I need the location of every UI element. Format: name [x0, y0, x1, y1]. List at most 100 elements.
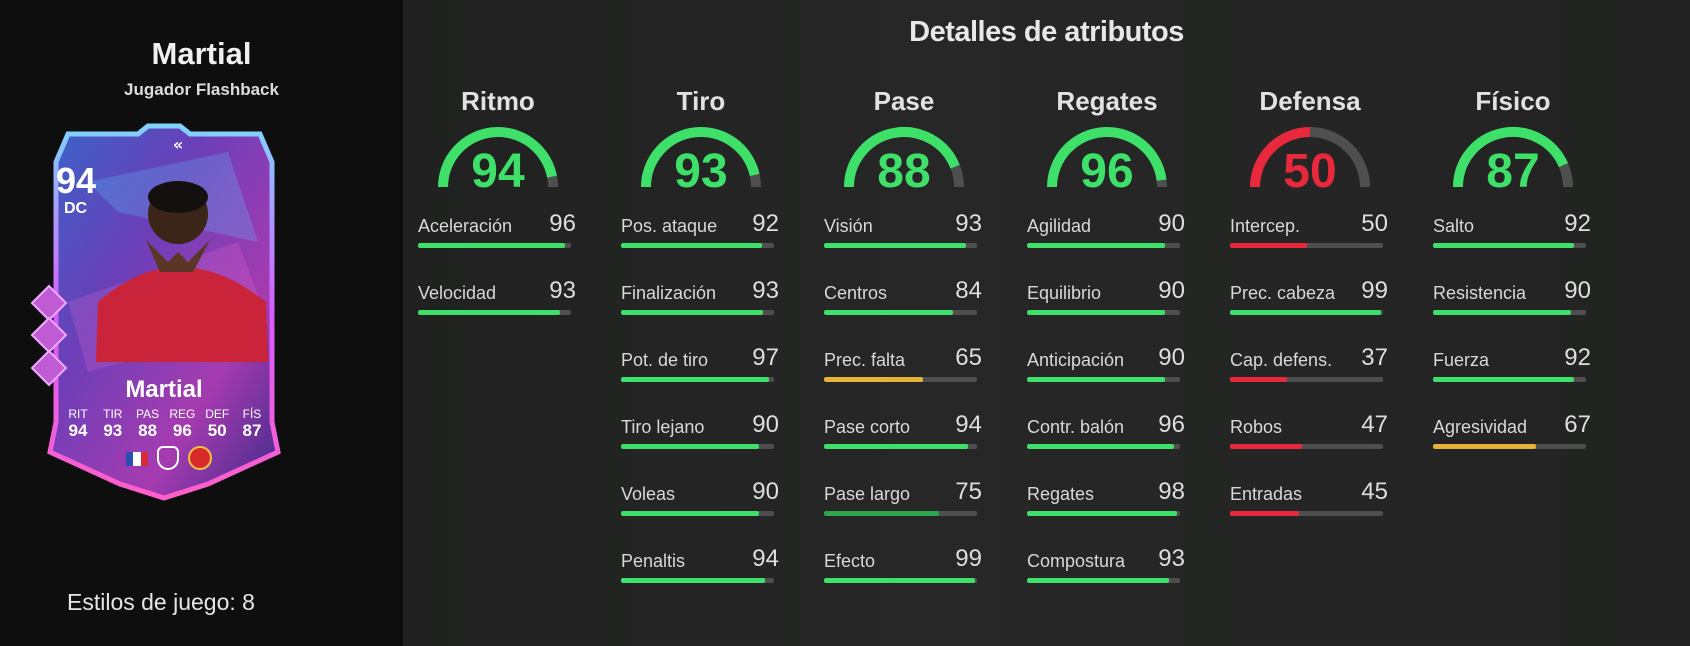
- category-gauge: 87: [1448, 122, 1578, 198]
- stat-row[interactable]: Contr. balón 96: [1027, 405, 1187, 472]
- stat-bar: [1027, 511, 1180, 516]
- category-title: Pase: [873, 86, 935, 116]
- card-stat: FÍS 87: [236, 407, 268, 441]
- card-stat-value: 87: [242, 421, 262, 440]
- stat-row[interactable]: Agresividad 67: [1433, 405, 1593, 472]
- attribute-column-pase: Pase 88 Visión 93 Centros 84 Prec. falta 65 Pase…: [824, 86, 984, 606]
- stat-row[interactable]: Agilidad 90: [1027, 204, 1187, 271]
- category-title: Regates: [1056, 86, 1158, 116]
- stat-value: 99: [955, 545, 982, 572]
- stat-list: Intercep. 50 Prec. cabeza 99 Cap. defens. 37 R…: [1230, 204, 1390, 539]
- stat-bar-fill: [1230, 511, 1299, 516]
- card-stat-value: 50: [207, 421, 227, 440]
- card-stat: REG 96: [166, 407, 198, 441]
- stat-row[interactable]: Salto 92: [1433, 204, 1593, 271]
- stat-row[interactable]: Equilibrio 90: [1027, 271, 1187, 338]
- stat-row[interactable]: Pase corto 94: [824, 405, 984, 472]
- stat-label: Resistencia: [1433, 283, 1527, 303]
- stat-value: 75: [955, 478, 982, 505]
- stat-bar: [1230, 310, 1383, 315]
- stat-label: Regates: [1027, 484, 1095, 504]
- stat-value: 96: [549, 210, 576, 237]
- stat-label: Prec. cabeza: [1230, 283, 1336, 303]
- attribute-column-ritmo: Ritmo 94 Aceleración 96 Velocidad 93: [418, 86, 578, 338]
- category-title: Físico: [1475, 86, 1551, 116]
- player-card[interactable]: « 94 DC Martial RIT 94 TIR 93 PAS 88 REG 96 DEF 5…: [28, 122, 300, 502]
- stat-row[interactable]: Tiro lejano 90: [621, 405, 781, 472]
- stat-bar-fill: [1027, 511, 1177, 516]
- stat-row[interactable]: Compostura 93: [1027, 539, 1187, 606]
- stat-label: Anticipación: [1027, 350, 1125, 370]
- stat-bar: [824, 377, 977, 382]
- stat-value: 93: [1158, 545, 1185, 572]
- stat-row[interactable]: Penaltis 94: [621, 539, 781, 606]
- stat-bar: [621, 377, 774, 382]
- stat-label: Pot. de tiro: [621, 350, 709, 370]
- category-title: Tiro: [676, 86, 726, 116]
- stat-bar-fill: [1433, 377, 1574, 382]
- stat-bar-fill: [621, 243, 762, 248]
- stat-row[interactable]: Entradas 45: [1230, 472, 1390, 539]
- stat-row[interactable]: Intercep. 50: [1230, 204, 1390, 271]
- stat-row[interactable]: Velocidad 93: [418, 271, 578, 338]
- stat-row[interactable]: Robos 47: [1230, 405, 1390, 472]
- gauge-fill: [1453, 127, 1569, 188]
- stat-value: 90: [752, 411, 779, 438]
- stat-list: Pos. ataque 92 Finalización 93 Pot. de tiro 9…: [621, 204, 781, 606]
- stat-row[interactable]: Efecto 99: [824, 539, 984, 606]
- stat-bar-fill: [824, 377, 924, 382]
- stat-row[interactable]: Fuerza 92: [1433, 338, 1593, 405]
- stat-bar: [1027, 243, 1180, 248]
- card-stat-value: 96: [172, 421, 192, 440]
- stat-bar: [1230, 511, 1383, 516]
- gauge-track: [1309, 127, 1370, 188]
- stat-row[interactable]: Pot. de tiro 97: [621, 338, 781, 405]
- stat-row[interactable]: Centros 84: [824, 271, 984, 338]
- stat-row[interactable]: Pos. ataque 92: [621, 204, 781, 271]
- stat-bar-fill: [1027, 243, 1165, 248]
- stat-bar: [621, 310, 774, 315]
- stat-bar: [1027, 377, 1180, 382]
- stat-bar: [1433, 377, 1586, 382]
- stat-row[interactable]: Resistencia 90: [1433, 271, 1593, 338]
- stat-bar-fill: [1433, 310, 1571, 315]
- stat-bar-fill: [1230, 377, 1287, 382]
- stat-row[interactable]: Aceleración 96: [418, 204, 578, 271]
- stat-row[interactable]: Finalización 93: [621, 271, 781, 338]
- stat-bar-fill: [1230, 243, 1307, 248]
- stat-row[interactable]: Voleas 90: [621, 472, 781, 539]
- stat-bar-fill: [1027, 310, 1165, 315]
- stat-value: 97: [752, 344, 779, 371]
- stat-bar: [824, 310, 977, 315]
- stat-bar: [1433, 444, 1586, 449]
- stat-bar: [621, 444, 774, 449]
- stat-bar-fill: [824, 444, 968, 449]
- stat-row[interactable]: Cap. defens. 37: [1230, 338, 1390, 405]
- stat-bar: [1433, 243, 1586, 248]
- stat-row[interactable]: Regates 98: [1027, 472, 1187, 539]
- gauge-fill: [844, 127, 960, 188]
- stat-bar-fill: [621, 444, 759, 449]
- stat-bar-fill: [824, 243, 967, 248]
- card-stat-value: 88: [138, 421, 158, 440]
- stat-row[interactable]: Prec. cabeza 99: [1230, 271, 1390, 338]
- gauge-track: [749, 173, 761, 188]
- stat-bar-fill: [824, 511, 939, 516]
- stat-value: 94: [955, 411, 982, 438]
- stat-row[interactable]: Pase largo 75: [824, 472, 984, 539]
- card-stat-abbr: RIT: [68, 407, 88, 421]
- stat-bar: [1230, 377, 1383, 382]
- stat-bar: [1230, 243, 1383, 248]
- card-stat-abbr: TIR: [103, 407, 123, 421]
- card-stat-abbr: PAS: [136, 407, 160, 421]
- stat-bar: [418, 310, 571, 315]
- stat-row[interactable]: Anticipación 90: [1027, 338, 1187, 405]
- stat-label: Pase largo: [824, 484, 911, 504]
- stat-row[interactable]: Prec. falta 65: [824, 338, 984, 405]
- stat-bar-fill: [1433, 243, 1574, 248]
- stat-bar-fill: [621, 310, 764, 315]
- stat-row[interactable]: Visión 93: [824, 204, 984, 271]
- playstyles-count: Estilos de juego: 8: [67, 589, 255, 615]
- stat-bar: [621, 243, 774, 248]
- stat-label: Voleas: [621, 484, 676, 504]
